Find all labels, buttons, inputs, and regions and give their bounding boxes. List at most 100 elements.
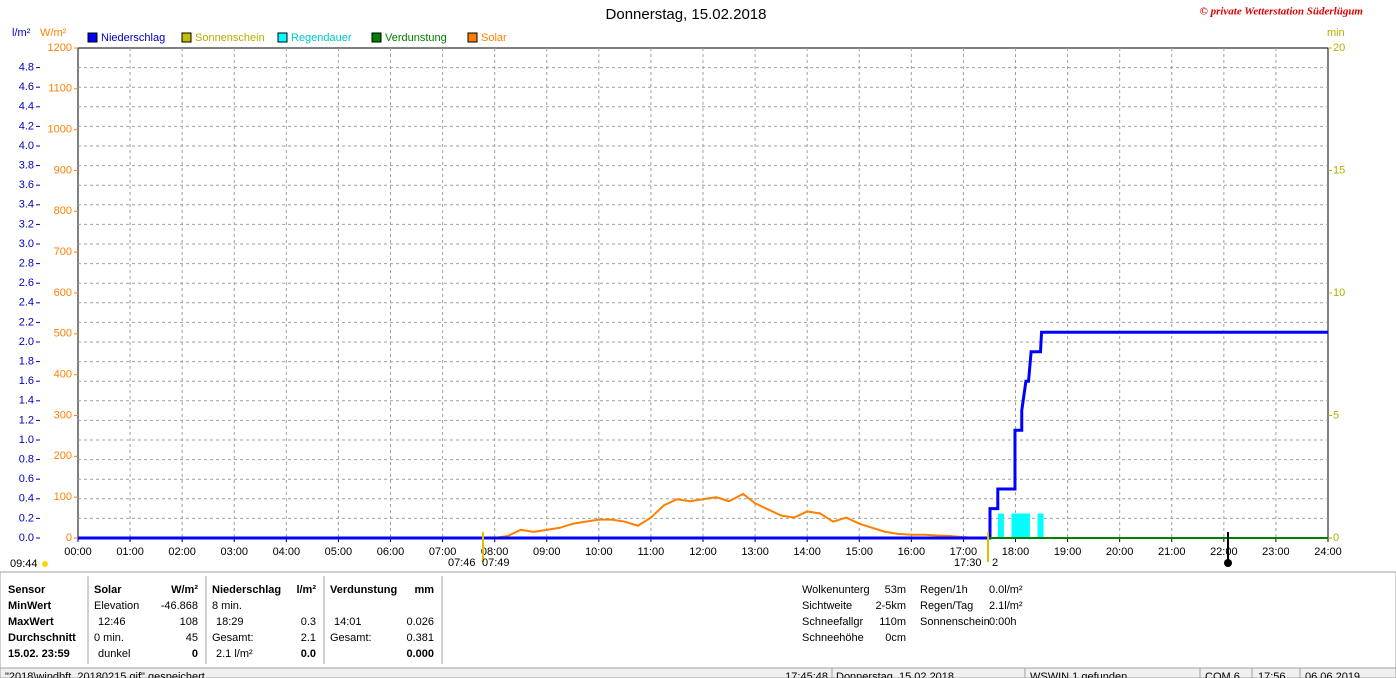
- stats-cell: 0: [192, 648, 198, 660]
- stats-cell: MinWert: [8, 600, 52, 612]
- y2-tick-label: 400: [54, 369, 72, 381]
- rain-value: 0:00h: [989, 616, 1017, 628]
- annotation: 07:46: [448, 557, 476, 569]
- rain-value: 0.0l/m²: [989, 584, 1023, 596]
- condition-label: Sichtweite: [802, 600, 852, 612]
- stats-cell: Elevation: [94, 600, 139, 612]
- legend-label: Solar: [481, 32, 507, 44]
- x-tick-label: 20:00: [1106, 546, 1134, 558]
- condition-value: 2-5km: [875, 600, 906, 612]
- legend-swatch: [371, 32, 382, 43]
- y3-axis-unit: min: [1327, 27, 1345, 39]
- y-tick-label: 4.2: [19, 120, 34, 132]
- y2-tick-label: 500: [54, 328, 72, 340]
- legend-label: Regendauer: [291, 32, 352, 44]
- bar: [1037, 513, 1044, 538]
- legend-label: Sonnenschein: [195, 32, 265, 44]
- y3-tick-label: 0: [1333, 532, 1339, 544]
- stats-cell: dunkel: [98, 648, 130, 660]
- x-tick-label: 14:00: [793, 546, 821, 558]
- stats-header: Verdunstung: [330, 584, 397, 596]
- stats-cell: 108: [180, 616, 198, 628]
- bar: [1011, 513, 1018, 538]
- condition-value: 0cm: [885, 632, 906, 644]
- y2-tick-label: 100: [54, 491, 72, 503]
- stats-cell: 14:01: [334, 616, 362, 628]
- stats-cell: 0 min.: [94, 632, 124, 644]
- stats-cell: 45: [186, 632, 198, 644]
- condition-label: Schneehöhe: [802, 632, 864, 644]
- y2-tick-label: 200: [54, 450, 72, 462]
- stats-cell: Gesamt:: [330, 632, 372, 644]
- x-tick-label: 11:00: [638, 546, 665, 558]
- stats-cell: 12:46: [98, 616, 126, 628]
- stats-cell: 2.1: [301, 632, 316, 644]
- x-tick-label: 21:00: [1158, 546, 1186, 558]
- x-tick-label: 00:00: [64, 546, 92, 558]
- y-tick-label: 1.4: [19, 395, 34, 407]
- y3-tick-label: 15: [1333, 164, 1345, 176]
- stats-header: W/m²: [171, 584, 198, 596]
- y2-tick-label: 1200: [48, 42, 72, 54]
- legend-swatch: [277, 32, 288, 43]
- y-tick-label: 2.8: [19, 258, 34, 270]
- y-axis-unit: l/m²: [12, 27, 31, 39]
- stats-header: l/m²: [296, 584, 316, 596]
- y-tick-label: 2.0: [19, 336, 34, 348]
- status-text: 06.06.2019: [1305, 671, 1360, 678]
- status-text: "2018\windbft_20180215.gif" gespeichert: [5, 671, 205, 678]
- x-tick-label: 17:00: [950, 546, 978, 558]
- x-tick-label: 10:00: [585, 546, 613, 558]
- y3-tick-label: 20: [1333, 42, 1345, 54]
- stats-header: Solar: [94, 584, 122, 596]
- y2-tick-label: 300: [54, 409, 72, 421]
- stats-cell: 15.02. 23:59: [8, 648, 70, 660]
- legend-label: Niederschlag: [101, 32, 165, 44]
- y-tick-label: 4.0: [19, 140, 34, 152]
- status-text: COM 6: [1205, 671, 1240, 678]
- x-tick-label: 22:00: [1210, 546, 1238, 558]
- y2-tick-label: 1000: [48, 124, 72, 136]
- y-tick-label: 4.8: [19, 62, 34, 74]
- stats-cell: -46.868: [161, 600, 198, 612]
- y-tick-label: 3.4: [19, 199, 34, 211]
- y2-tick-label: 700: [54, 246, 72, 258]
- x-tick-label: 04:00: [273, 546, 301, 558]
- y-tick-label: 1.2: [19, 414, 34, 426]
- sun-dot: [42, 561, 48, 567]
- y2-axis-unit: W/m²: [40, 27, 67, 39]
- legend-swatch: [181, 32, 192, 43]
- y-tick-label: 1.8: [19, 356, 34, 368]
- y-tick-label: 3.2: [19, 218, 34, 230]
- bar: [997, 513, 1004, 538]
- stats-cell: Gesamt:: [212, 632, 254, 644]
- x-tick-label: 02:00: [168, 546, 196, 558]
- x-tick-label: 06:00: [377, 546, 405, 558]
- x-tick-label: 18:00: [1002, 546, 1030, 558]
- y-tick-label: 0.0: [19, 532, 34, 544]
- y-tick-label: 2.6: [19, 277, 34, 289]
- condition-value: 110m: [879, 616, 906, 628]
- stats-cell: 0.3: [301, 616, 316, 628]
- stats-header: Sensor: [8, 584, 46, 596]
- x-tick-label: 08:00: [481, 546, 509, 558]
- bar: [1015, 513, 1022, 538]
- x-tick-label: 07:00: [429, 546, 457, 558]
- status-text: WSWIN 1 gefunden: [1030, 671, 1127, 678]
- stats-cell: 0.000: [406, 648, 434, 660]
- y-tick-label: 4.6: [19, 81, 34, 93]
- status-bar: [0, 667, 1396, 678]
- y2-tick-label: 1100: [48, 83, 72, 95]
- y-tick-label: 1.6: [19, 375, 34, 387]
- y3-tick-label: 10: [1333, 287, 1345, 299]
- rain-label: Sonnenschein: [920, 616, 990, 628]
- y-tick-label: 2.4: [19, 297, 34, 309]
- x-tick-label: 01:00: [116, 546, 144, 558]
- y-tick-label: 1.0: [19, 434, 34, 446]
- rain-value: 2.1l/m²: [989, 600, 1023, 612]
- status-text: 17:56: [1258, 671, 1286, 678]
- status-text: Donnerstag, 15.02.2018: [836, 671, 954, 678]
- stats-cell: 18:29: [216, 616, 244, 628]
- stats-cell: 0.026: [406, 616, 434, 628]
